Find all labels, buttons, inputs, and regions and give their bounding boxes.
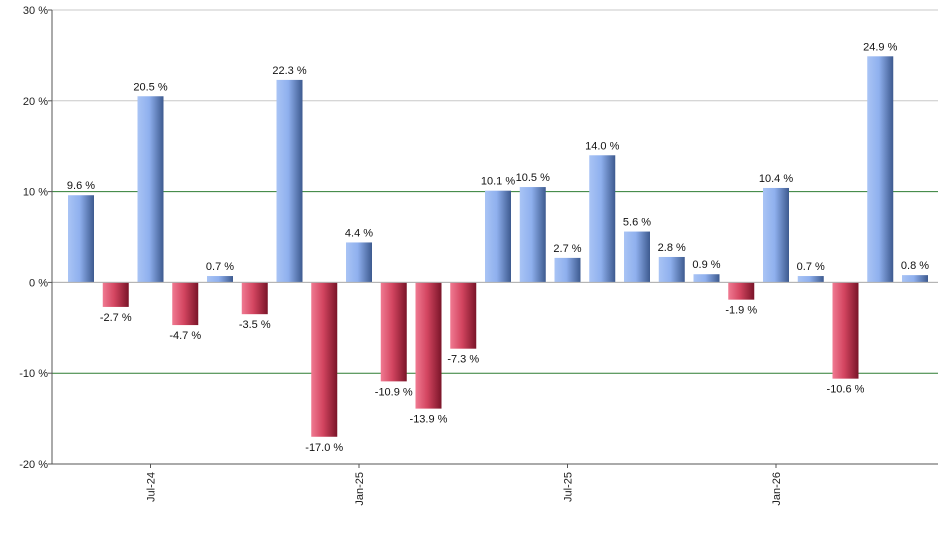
data-label: 10.4 % (759, 173, 793, 185)
bar-positive (276, 79, 303, 283)
bar-positive (763, 187, 789, 283)
axes: -20 % -10 % 0 % 10 % 20 % 30 % Jul-24 Jan-25 Jul… (19, 5, 938, 506)
bar-negative (832, 282, 859, 379)
bar-positive (902, 275, 928, 283)
bar-positive (137, 96, 164, 283)
data-label: 10.5 % (516, 172, 550, 184)
data-label: -2.7 % (100, 312, 132, 324)
data-label: 5.6 % (623, 217, 651, 229)
bar-positive (519, 187, 546, 283)
y-tick-label: 0 % (29, 277, 48, 289)
data-label: 9.6 % (67, 180, 95, 192)
data-label: 24.9 % (863, 41, 897, 53)
bar-negative (415, 282, 442, 409)
data-label: -10.9 % (375, 386, 413, 398)
data-label: -7.3 % (447, 354, 479, 366)
bar-positive (68, 195, 94, 283)
bar-negative (102, 282, 129, 307)
bar-positive (346, 242, 372, 283)
data-label: -10.6 % (827, 384, 865, 396)
bar-positive (589, 155, 616, 283)
data-label: 0.7 % (797, 261, 825, 273)
bar-negative (172, 282, 199, 326)
bar-positive (485, 190, 511, 283)
x-tick-label: Jul-25 (563, 472, 575, 502)
bar-positive (867, 56, 894, 283)
bar-negative (380, 282, 407, 382)
data-label: -4.7 % (169, 330, 201, 342)
bar-positive (207, 276, 233, 283)
data-label: 0.9 % (692, 259, 720, 271)
data-label: 14.0 % (585, 140, 619, 152)
bar-positive (554, 257, 581, 283)
bar-negative (450, 282, 477, 349)
data-label: -13.9 % (410, 414, 448, 426)
bar-negative (311, 282, 338, 437)
bar-negative (241, 282, 268, 315)
data-label: 2.8 % (658, 242, 686, 254)
y-tick-label: -10 % (19, 368, 48, 380)
bar-positive (658, 256, 685, 283)
x-tick-label: Jan-26 (771, 472, 783, 506)
data-label: 0.8 % (901, 260, 929, 272)
bar-positive (693, 274, 720, 283)
data-label: -1.9 % (725, 305, 757, 317)
y-tick-label: 30 % (23, 5, 48, 17)
x-tick-label: Jan-25 (354, 472, 366, 506)
data-labels: 9.6 % -2.7 % 20.5 % -4.7 % 0.7 % -3.5 % 22.3 %… (67, 41, 929, 453)
data-label: 0.7 % (206, 261, 234, 273)
bar-positive (624, 231, 650, 283)
y-tick-label: 20 % (23, 96, 48, 108)
data-label: 10.1 % (481, 176, 515, 188)
data-label: 2.7 % (553, 243, 581, 255)
data-label: -17.0 % (305, 442, 343, 454)
y-tick-label: -20 % (19, 459, 48, 471)
y-tick-label: 10 % (23, 187, 48, 199)
data-label: 22.3 % (272, 65, 306, 77)
bar-positive (797, 276, 824, 283)
data-label: 20.5 % (133, 81, 167, 93)
bar-negative (728, 282, 755, 300)
bars (68, 56, 928, 437)
data-label: 4.4 % (345, 227, 373, 239)
data-label: -3.5 % (239, 319, 271, 331)
x-tick-label: Jul-24 (146, 472, 158, 502)
